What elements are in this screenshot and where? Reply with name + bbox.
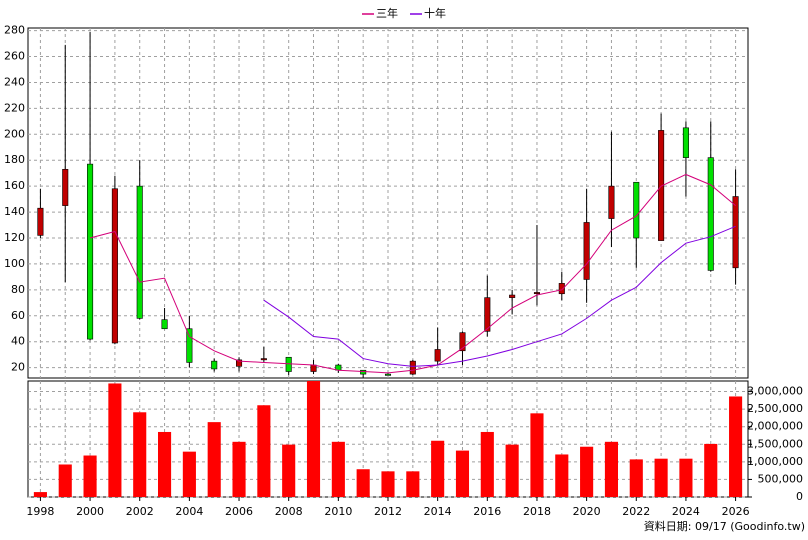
volume-bar <box>33 492 47 497</box>
ma-line <box>263 225 736 367</box>
candle-body <box>384 373 392 376</box>
candle-body <box>409 360 416 375</box>
volume-bar <box>108 383 122 497</box>
y-tick-label: 80 <box>11 283 25 296</box>
candle-body <box>484 297 491 332</box>
legend-label: 三年 <box>376 6 398 20</box>
volume-tick-label: 2,500,000 <box>747 402 803 415</box>
y-tick-label: 120 <box>4 231 25 244</box>
volume-tick-label: 500,000 <box>758 472 804 485</box>
volume-tick-label: 0 <box>796 490 803 503</box>
candle-body <box>583 222 590 280</box>
candle-body <box>509 294 516 298</box>
volume-bar <box>555 454 569 497</box>
candle-body <box>459 332 466 352</box>
volume-bar <box>133 412 147 497</box>
candle-body <box>161 319 168 330</box>
volume-bar <box>580 446 594 497</box>
y-tick-label: 60 <box>11 309 25 322</box>
candle-body <box>260 358 267 361</box>
candle-body <box>558 283 565 295</box>
volume-bar <box>629 459 643 497</box>
candle-body <box>533 292 540 295</box>
volume-bar <box>157 431 172 497</box>
volume-bar <box>306 381 321 497</box>
candle-body <box>608 185 615 219</box>
volume-bar <box>331 441 345 497</box>
candle-body <box>682 127 689 158</box>
volume-bar <box>679 458 693 497</box>
x-tick-label: 2000 <box>76 505 104 518</box>
y-tick-label: 100 <box>4 257 25 270</box>
y-tick-label: 20 <box>11 361 25 374</box>
volume-bar <box>182 451 196 497</box>
x-tick-label: 2014 <box>424 505 452 518</box>
volume-bar <box>480 431 494 497</box>
volume-bar <box>654 458 668 497</box>
x-tick-label: 2022 <box>622 505 650 518</box>
candle-body <box>658 130 665 241</box>
x-tick-label: 2024 <box>672 505 700 518</box>
candle-body <box>186 328 193 363</box>
ma-line <box>89 173 736 374</box>
volume-bar <box>207 422 221 497</box>
candle-body <box>236 359 243 367</box>
x-tick-label: 2002 <box>126 505 154 518</box>
volume-tick-label: 2,000,000 <box>747 420 803 433</box>
y-tick-label: 200 <box>4 127 25 140</box>
candle-body <box>211 360 218 370</box>
y-tick-label: 240 <box>4 75 25 88</box>
x-tick-label: 2010 <box>324 505 352 518</box>
y-tick-label: 140 <box>4 205 25 218</box>
volume-bar <box>505 444 519 497</box>
candle-body <box>732 196 739 269</box>
volume-bar <box>58 464 72 497</box>
volume-tick-label: 3,000,000 <box>747 385 803 398</box>
x-tick-label: 2006 <box>225 505 253 518</box>
x-tick-label: 1998 <box>26 505 54 518</box>
candle-body <box>310 364 317 372</box>
volume-bar <box>406 471 420 497</box>
volume-bar <box>356 469 370 497</box>
volume-bar <box>530 413 544 497</box>
candle-body <box>62 168 69 206</box>
candle-body <box>37 207 44 236</box>
candle-body <box>111 188 118 344</box>
x-tick-label: 2020 <box>573 505 601 518</box>
candle-body <box>285 356 292 372</box>
candle-body <box>136 185 143 319</box>
y-tick-label: 160 <box>4 179 25 192</box>
volume-bar <box>282 444 296 497</box>
y-tick-label: 260 <box>4 50 25 63</box>
y-tick-label: 220 <box>4 101 25 114</box>
candle-body <box>360 369 367 375</box>
x-tick-label: 2018 <box>523 505 551 518</box>
volume-bar <box>381 471 395 497</box>
x-tick-label: 2004 <box>175 505 203 518</box>
volume-bar <box>83 455 97 497</box>
volume-bar <box>257 405 271 497</box>
volume-bar <box>455 450 470 497</box>
x-tick-label: 2016 <box>473 505 501 518</box>
volume-bar <box>431 440 445 497</box>
volume-bar <box>729 396 743 497</box>
x-tick-label: 2012 <box>374 505 402 518</box>
x-tick-label: 2026 <box>722 505 750 518</box>
volume-bar <box>232 441 246 497</box>
y-tick-label: 280 <box>4 24 25 37</box>
y-tick-label: 180 <box>4 153 25 166</box>
y-tick-label: 40 <box>11 335 25 348</box>
volume-tick-label: 1,000,000 <box>747 455 803 468</box>
footnote: 資料日期: 09/17 (Goodinfo.tw) <box>644 519 805 533</box>
candle-body <box>633 181 640 239</box>
volume-bar <box>704 443 718 497</box>
legend-label: 十年 <box>424 6 446 20</box>
candle-body <box>707 157 714 271</box>
volume-bar <box>604 441 619 497</box>
x-tick-label: 2008 <box>275 505 303 518</box>
volume-tick-label: 1,500,000 <box>747 437 803 450</box>
candle-body <box>434 349 441 362</box>
candle-body <box>87 163 94 340</box>
